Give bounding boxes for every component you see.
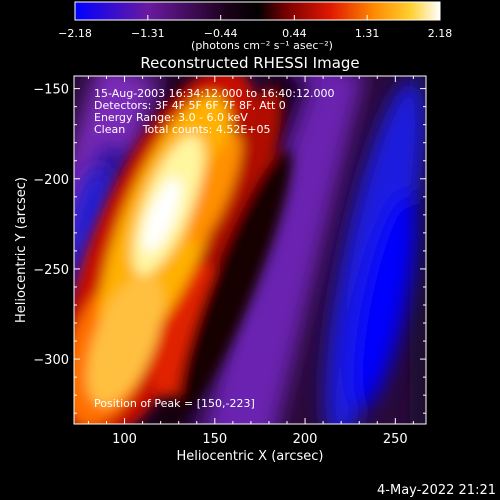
x-tick-label: 150 <box>202 432 227 447</box>
x-tick-label: 250 <box>383 432 408 447</box>
y-tick-label: −150 <box>33 83 69 98</box>
y-tick-label: −200 <box>33 173 69 188</box>
colorbar-tick-label: −2.18 <box>58 27 92 40</box>
colorbar-tick-label: 1.31 <box>355 27 380 40</box>
y-axis: −150 −200 −250 −300 <box>33 83 426 414</box>
x-axis: 100 150 200 250 <box>87 76 414 447</box>
annotation-peak-position: Position of Peak = [150,-223] <box>94 397 255 410</box>
colorbar-ticks: −2.18 −1.31 −0.44 0.44 1.31 2.18 <box>58 15 452 40</box>
y-axis-label: Heliocentric Y (arcsec) <box>14 177 29 323</box>
x-tick-label: 200 <box>293 432 318 447</box>
colorbar-gradient <box>75 2 440 20</box>
x-axis-label: Heliocentric X (arcsec) <box>177 449 324 464</box>
y-tick-label: −250 <box>33 263 69 278</box>
colorbar-unit-label: (photons cm⁻² s⁻¹ asec⁻²) <box>191 39 333 52</box>
chart-title: Reconstructed RHESSI Image <box>140 54 359 72</box>
colorbar-tick-label: −1.31 <box>131 27 165 40</box>
footer-timestamp: 4-May-2022 21:21 <box>377 483 496 498</box>
heatmap-image <box>74 76 426 424</box>
colorbar-tick-label: 2.18 <box>428 27 453 40</box>
x-tick-label: 100 <box>112 432 137 447</box>
colorbar: −2.18 −1.31 −0.44 0.44 1.31 2.18 (photons cm⁻… <box>58 1 452 52</box>
colorbar-tick-label: −0.44 <box>204 27 238 40</box>
image-annotations: 15-Aug-2003 16:34:12.000 to 16:40:12.000… <box>94 87 335 410</box>
annotation-time-range: 15-Aug-2003 16:34:12.000 to 16:40:12.000 <box>94 87 335 100</box>
y-tick-label: −300 <box>33 353 69 368</box>
annotation-detectors: Detectors: 3F 4F 5F 6F 7F 8F, Att 0 <box>94 99 286 112</box>
colorbar-tick-label: 0.44 <box>282 27 307 40</box>
annotation-clean-counts: Clean Total counts: 4.52E+05 <box>94 123 271 136</box>
annotation-energy: Energy Range: 3.0 - 6.0 keV <box>94 111 248 124</box>
plot-frame <box>73 75 427 425</box>
